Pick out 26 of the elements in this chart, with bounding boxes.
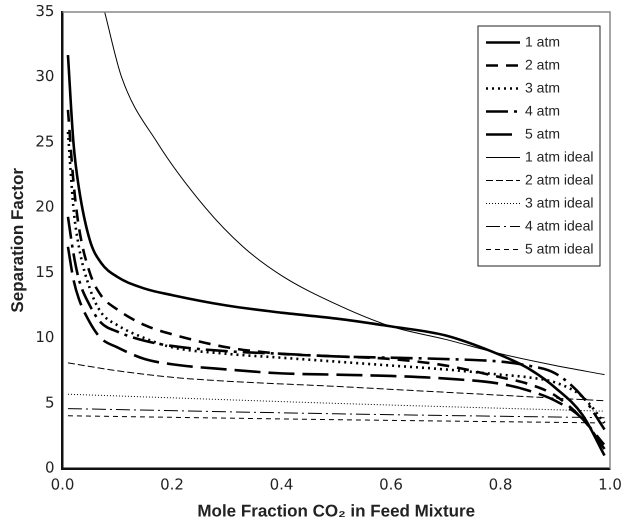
legend-label: 1 atm [525,33,560,50]
legend-label: 4 atm ideal [525,217,594,234]
legend-label: 5 atm [525,125,560,142]
y-tick-label: 0 [44,458,54,476]
x-tick-label: 0.6 [379,475,403,494]
y-tick-label: 30 [35,67,54,86]
x-tick-label: 0.8 [488,475,512,494]
y-tick-label: 15 [35,262,54,281]
legend-label: 2 atm [525,56,560,72]
x-tick-label: 1.0 [598,475,622,494]
y-tick-label: 25 [35,132,54,150]
legend-label: 4 atm [525,102,560,118]
x-tick-label: 0.4 [270,475,294,494]
x-tick-label: 0.2 [160,475,184,494]
x-axis-title: Mole Fraction CO₂ in Feed Mixture [197,501,476,520]
x-tick-label: 0.0 [50,475,74,494]
legend-label: 5 atm ideal [525,240,594,256]
y-tick-label: 5 [44,393,54,412]
y-axis-title: Separation Factor [8,168,27,313]
y-tick-label: 35 [35,2,54,20]
legend-label: 3 atm ideal [525,194,594,210]
legend-label: 3 atm [525,79,560,96]
y-tick-label: 10 [35,328,54,346]
legend-label: 2 atm ideal [525,171,594,188]
y-tick-label: 20 [35,198,54,216]
legend-label: 1 atm ideal [525,148,594,164]
